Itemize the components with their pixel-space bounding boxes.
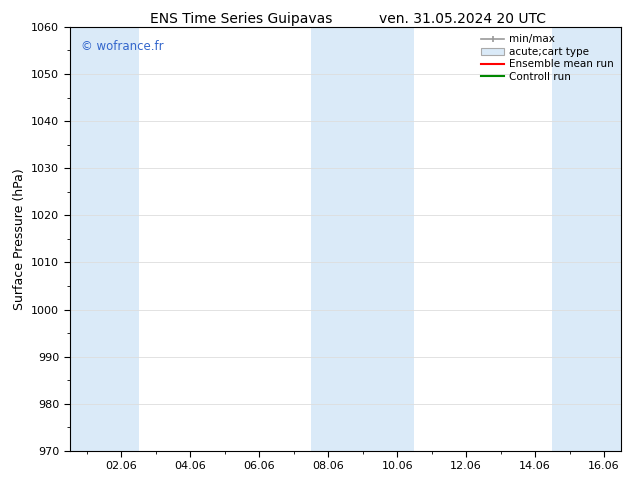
Legend: min/max, acute;cart type, Ensemble mean run, Controll run: min/max, acute;cart type, Ensemble mean … [477, 30, 618, 86]
Y-axis label: Surface Pressure (hPa): Surface Pressure (hPa) [13, 168, 25, 310]
Text: ven. 31.05.2024 20 UTC: ven. 31.05.2024 20 UTC [379, 12, 547, 26]
Bar [311, 27, 415, 451]
Text: ENS Time Series Guipavas: ENS Time Series Guipavas [150, 12, 332, 26]
Bar [552, 27, 621, 451]
Bar [70, 27, 139, 451]
Text: © wofrance.fr: © wofrance.fr [81, 40, 164, 52]
